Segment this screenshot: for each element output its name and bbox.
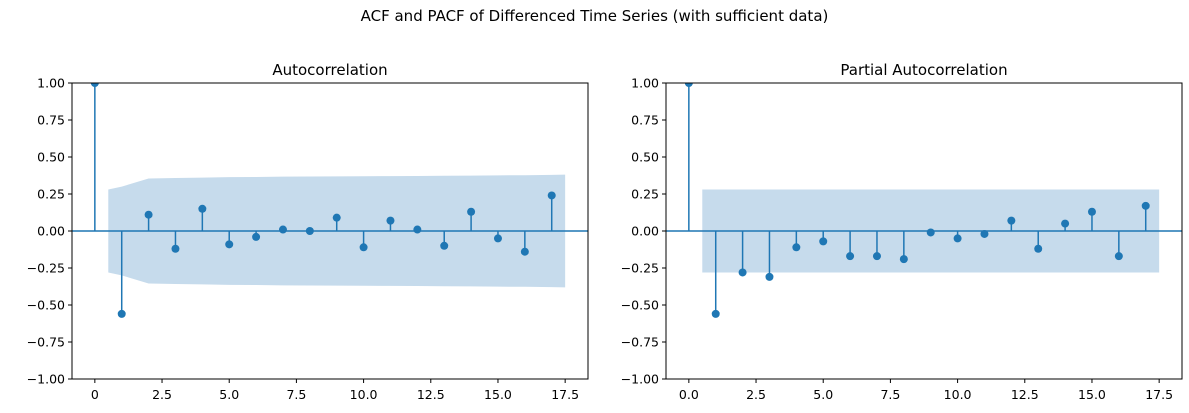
acf-xtick-label: 5.0 xyxy=(219,387,239,402)
pacf-ytick-label: 0.25 xyxy=(631,187,659,202)
pacf-ytick-label: 1.00 xyxy=(631,76,659,91)
pacf-xtick-label: 7.5 xyxy=(880,387,900,402)
pacf-point xyxy=(738,268,747,277)
acf-title: Autocorrelation xyxy=(272,61,387,79)
acf-xtick-label: 12.5 xyxy=(417,387,445,402)
acf-ytick-label: 0.25 xyxy=(37,187,65,202)
acf-point xyxy=(278,225,287,234)
acf-point xyxy=(305,227,314,235)
acf-point xyxy=(547,191,556,200)
pacf-point xyxy=(792,243,801,252)
pacf-point xyxy=(684,83,693,87)
acf-point xyxy=(493,234,502,243)
acf-xtick-label: 7.5 xyxy=(286,387,306,402)
acf-ytick-label: −0.50 xyxy=(27,298,65,313)
acf-point xyxy=(144,210,153,219)
pacf-point xyxy=(819,237,828,246)
pacf-ytick-label: 0.50 xyxy=(631,150,659,165)
pacf-point xyxy=(872,252,881,261)
pacf-point xyxy=(1141,201,1150,210)
acf-ytick-label: 0.50 xyxy=(37,150,65,165)
pacf-xtick-label: 10.0 xyxy=(944,387,972,402)
pacf-point xyxy=(765,272,774,281)
acf-xtick-label: 17.5 xyxy=(551,387,579,402)
acf-xtick-label: 0 xyxy=(91,387,99,402)
pacf-xtick-label: 15.0 xyxy=(1078,387,1106,402)
pacf-point xyxy=(980,229,989,238)
acf-point xyxy=(413,225,422,234)
pacf-point xyxy=(926,228,935,237)
pacf-xtick-label: 17.5 xyxy=(1145,387,1173,402)
pacf-point xyxy=(1007,216,1016,225)
acf-point xyxy=(386,216,395,225)
acf-ytick-label: 0.00 xyxy=(37,224,65,239)
pacf-point xyxy=(846,252,855,261)
acf-point xyxy=(359,243,368,252)
pacf-ytick-label: −0.50 xyxy=(621,298,659,313)
acf-ytick-label: −0.25 xyxy=(27,261,65,276)
acf-point xyxy=(467,207,476,216)
pacf-xtick-label: 2.5 xyxy=(746,387,766,402)
pacf-xtick-label: 12.5 xyxy=(1011,387,1039,402)
acf-ytick-label: −0.75 xyxy=(27,335,65,350)
acf-point xyxy=(198,204,207,213)
pacf-ytick-label: 0.75 xyxy=(631,113,659,128)
pacf-point xyxy=(899,255,908,264)
pacf-ytick-label: 0.00 xyxy=(631,224,659,239)
pacf-point xyxy=(1061,219,1070,228)
acf-point xyxy=(90,83,99,87)
acf-xtick-label: 2.5 xyxy=(152,387,172,402)
pacf-point xyxy=(1087,207,1096,216)
acf-point xyxy=(171,244,180,253)
acf-point xyxy=(252,232,261,241)
pacf-ytick-label: −1.00 xyxy=(621,372,659,387)
acf-point xyxy=(440,241,449,250)
acf-ytick-label: 1.00 xyxy=(37,76,65,91)
pacf-point xyxy=(1034,244,1043,253)
figure-suptitle: ACF and PACF of Differenced Time Series … xyxy=(361,7,829,25)
acf-point xyxy=(117,309,126,318)
pacf-ytick-label: −0.75 xyxy=(621,335,659,350)
pacf-xtick-label: 5.0 xyxy=(813,387,833,402)
pacf-point xyxy=(711,309,720,318)
pacf-point xyxy=(953,234,962,243)
pacf-xtick-label: 0.0 xyxy=(679,387,699,402)
acf-ytick-label: 0.75 xyxy=(37,113,65,128)
acf-xtick-label: 15.0 xyxy=(484,387,512,402)
pacf-point xyxy=(1114,252,1123,261)
acf-point xyxy=(520,247,529,256)
pacf-title: Partial Autocorrelation xyxy=(840,61,1007,79)
acf-plot: −1.00 −0.75 −0.50 −0.25 0.00 0.25 0.50 0.75 1.00… xyxy=(27,61,589,402)
acf-point xyxy=(332,213,341,222)
acf-ytick-label: −1.00 xyxy=(27,372,65,387)
acf-xtick-label: 10.0 xyxy=(350,387,378,402)
acf-point xyxy=(225,240,234,249)
pacf-ytick-label: −0.25 xyxy=(621,261,659,276)
pacf-plot: −1.00 −0.75 −0.50 −0.25 0.00 0.25 0.50 0.75 1.00… xyxy=(621,61,1183,402)
